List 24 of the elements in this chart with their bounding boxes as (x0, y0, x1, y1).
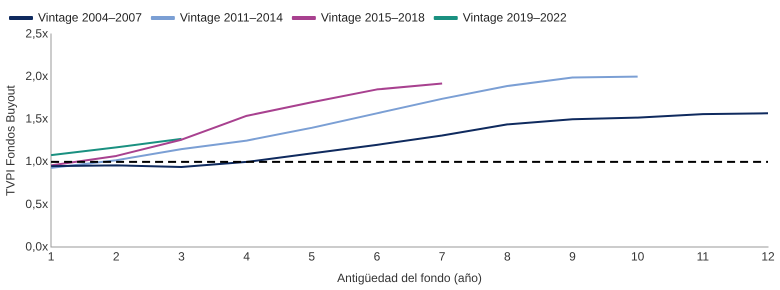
x-tick-label: 9 (569, 250, 576, 264)
x-tick-label: 4 (243, 250, 250, 264)
legend-label: Vintage 2011–2014 (180, 10, 284, 24)
x-tick-label: 5 (308, 250, 316, 264)
x-tick-label: 6 (374, 250, 381, 264)
x-tick-label: 7 (438, 250, 446, 264)
y-tick-label: 1,0x (25, 154, 48, 168)
y-axis-title: TVPI Fondos Buyout (4, 84, 18, 196)
x-tick-label: 2 (112, 250, 120, 264)
legend-label: Vintage 2015–2018 (320, 10, 426, 24)
x-axis-title: Antigüedad del fondo (año) (337, 271, 482, 286)
y-tick-label: 2,5x (25, 26, 48, 40)
legend-label: Vintage 2004–2007 (38, 10, 142, 24)
x-tick-label: 1 (48, 250, 55, 264)
x-tick-label: 3 (178, 250, 186, 264)
legend-label: Vintage 2019–2022 (462, 10, 567, 24)
x-tick-label: 8 (504, 250, 511, 264)
x-tick-label: 11 (696, 250, 710, 264)
y-tick-label: 0,5x (25, 196, 48, 211)
y-tick-label: 1,5x (25, 112, 48, 126)
y-tick-label: 2,0x (25, 68, 48, 83)
x-tick-label: 12 (761, 250, 775, 264)
x-tick-label: 10 (630, 250, 645, 264)
y-tick-label: 0,0x (25, 240, 48, 254)
